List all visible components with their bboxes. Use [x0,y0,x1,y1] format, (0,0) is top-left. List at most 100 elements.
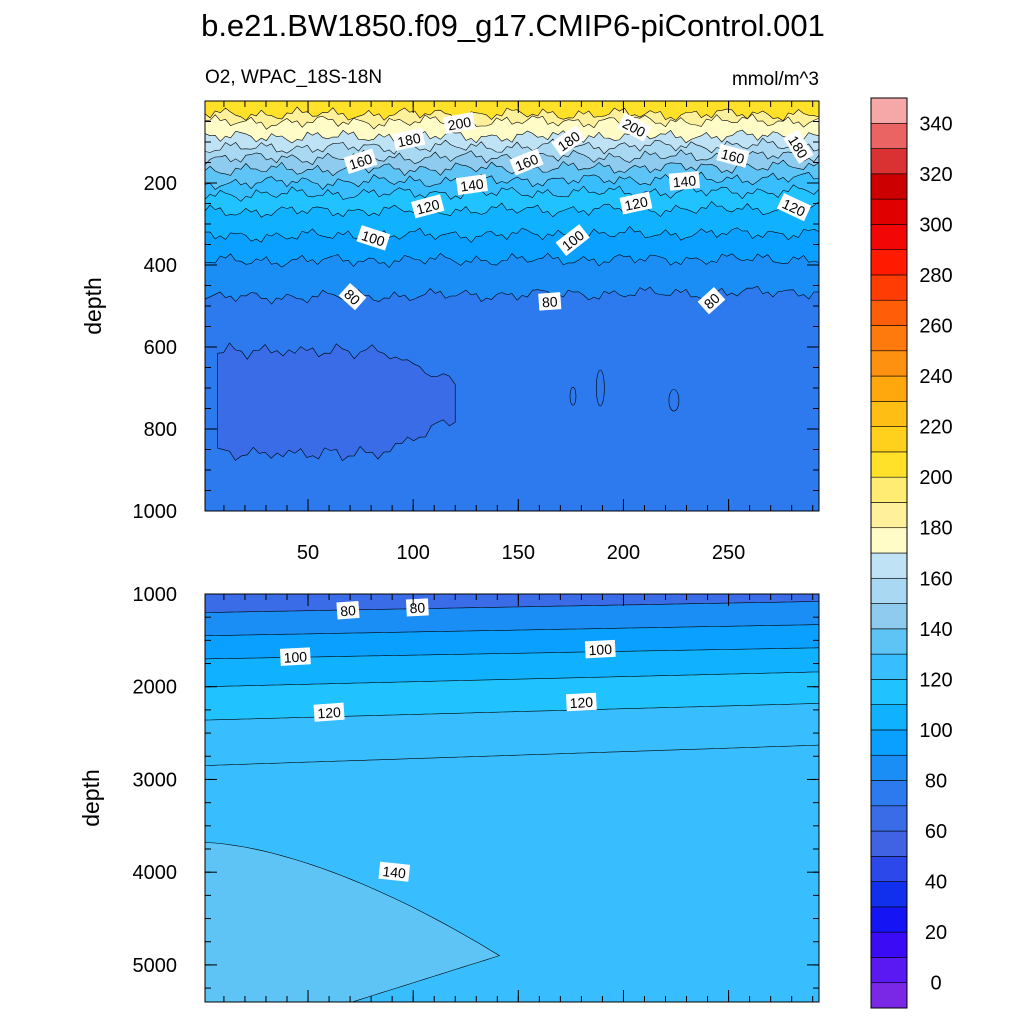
colorbar-box [870,502,908,529]
upper-contour-label-16: 80 [538,292,562,311]
upper-y-tick-label: 200 [144,173,177,195]
colorbar-box [870,552,908,579]
colorbar-box [870,729,908,756]
contour-label-box [509,148,544,176]
contour-label-text: 80 [541,293,558,310]
contour-label-text: 80 [409,599,426,616]
colorbar-box [870,299,908,326]
colorbar-label: 140 [919,619,952,641]
colorbar-box [870,906,908,933]
variable-label: O2, WPAC_18S-18N [205,67,382,88]
x-tick-label: 50 [297,542,319,564]
colorbar: 0 20 40 60 80 100 120 140 160 180 200 220 240 260 280 3… [870,97,953,1009]
colorbar-box [870,451,908,478]
colorbar-box [870,577,908,604]
colorbar-box [870,122,908,149]
lower-contour-label-3: 100 [584,639,616,659]
deep-water-region [205,842,501,1002]
contour-label-text: 160 [347,150,374,173]
upper-contour-180 [205,128,819,144]
lower-y-tick-label: 1000 [133,584,178,606]
colorbar-label: 200 [919,467,952,489]
low-oxygen-region [217,342,456,462]
contour-label-box [405,598,429,617]
colorbar-box [870,426,908,453]
x-tick-label: 100 [396,542,429,564]
contour-label-box [783,129,814,164]
lower-y-tick-label: 4000 [133,862,178,884]
lower-frame [204,593,820,1003]
contour-label-box [776,193,812,222]
colorbar-box [870,375,908,402]
upper-contour-label-10: 120 [411,194,445,219]
colorbar-box [870,224,908,250]
colorbar-label: 260 [919,316,952,338]
upper-contour-label-17: 80 [697,287,726,315]
contour-label-box [356,225,391,251]
contour-label-box [455,174,488,196]
contour-label-box [565,692,597,712]
colorbar-label: 0 [930,973,941,995]
upper-contour-190 [205,113,819,130]
contour-label-text: 100 [588,641,612,658]
contour-label-box [378,861,411,882]
lower-contour-label-0: 80 [336,600,360,620]
contour-label-text: 160 [719,146,746,168]
lower-contour-label-6: 140 [378,861,411,882]
x-tick-label: 150 [502,542,535,564]
small-contour-1 [596,369,605,407]
lower-y-tick-label: 3000 [133,769,178,791]
contour-label-text: 140 [672,172,697,190]
x-tick-label: 250 [712,542,745,564]
upper-contour-170 [205,137,819,155]
lower-y-axis-label: depth [78,769,104,827]
colorbar-box [870,704,908,731]
lower-contour-130 [205,744,819,766]
colorbar-label: 20 [925,922,947,944]
lower-contour-120 [205,703,819,721]
colorbar-box [870,805,908,832]
contour-label-box [336,600,360,620]
upper-contour-100 [205,252,819,269]
colorbar-box [870,603,908,630]
upper-contour-label-5: 160 [343,148,378,174]
colorbar-box [870,679,908,705]
lower-plot-area: 80 80 100 100 120 120 140 [205,594,819,1002]
contour-label-box [617,112,652,142]
colorbar-box [870,198,908,225]
colorbar-label: 240 [919,366,952,388]
colorbar-label: 320 [919,164,952,186]
upper-contour-label-9: 140 [668,171,701,191]
lower-panel: 80 80 100 100 120 120 140 1000 2000 3000 4000 5000 d… [78,584,820,1003]
lower-y-tick-label: 2000 [133,677,178,699]
upper-contour-label-7: 160 [716,143,750,168]
contour-label-box [338,282,367,311]
contour-label-box [411,194,445,219]
lower-contour-label-4: 120 [313,702,345,722]
lower-contour-90 [205,624,819,636]
contour-label-text: 80 [340,602,357,619]
contour-label-box [551,125,586,157]
upper-contour-120 [205,200,819,218]
upper-contour-label-13: 100 [356,225,391,251]
colorbar-box [870,982,908,1009]
colorbar-box [870,527,908,554]
contour-label-text: 120 [623,193,649,214]
colorbar-box [870,931,908,958]
lower-contour-label-2: 100 [279,647,311,666]
upper-contour-110 [205,225,819,244]
upper-contour-label-0: 200 [443,112,476,134]
contour-label-box [313,702,345,722]
contour-label-text: 120 [317,704,342,722]
upper-contour-150 [205,159,819,177]
upper-y-axis-label: depth [80,277,106,335]
colorbar-box [870,97,908,124]
colorbar-box [870,148,908,175]
colorbar-box [870,173,908,200]
small-contour-2 [668,389,680,412]
contour-label-text: 100 [360,227,387,250]
small-contour-0 [569,386,577,406]
